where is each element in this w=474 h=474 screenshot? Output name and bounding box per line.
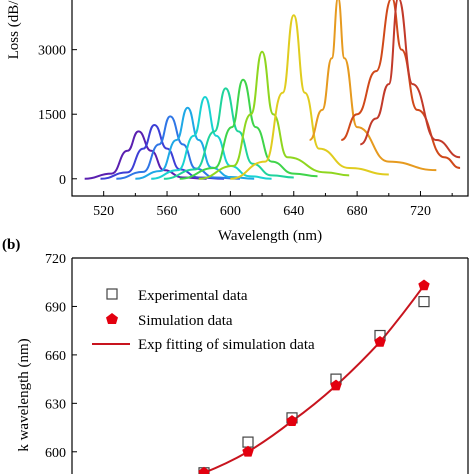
loss-curve-4	[135, 106, 255, 180]
panel-a-x-tick-label: 600	[220, 204, 241, 219]
panel-b: (b) 600 630 660 690 720 k wavelength (nm) Ex…	[2, 237, 469, 474]
exp-fit-line	[203, 284, 425, 474]
loss-curve-11	[340, 0, 461, 170]
panel-a-x-tick-label: 640	[283, 204, 304, 219]
simulation-point	[286, 415, 298, 426]
panel-a-plot-frame	[71, 0, 469, 197]
experimental-point	[418, 296, 430, 308]
simulation-point	[242, 445, 254, 457]
panel-a-x-tick-label: 560	[157, 204, 178, 219]
simulation-point	[418, 279, 430, 291]
loss-curve-1	[84, 130, 207, 180]
panel-a-curves	[84, 0, 461, 180]
loss-curve-8	[198, 50, 350, 180]
panel-b-y-tick-label: 630	[45, 397, 66, 412]
legend-experimental-label: Experimental data	[138, 288, 248, 304]
panel-b-y-tick-label: 600	[45, 446, 66, 461]
loss-curve-9	[230, 14, 389, 180]
loss-curve-5	[151, 95, 272, 180]
panel-b-label: (b)	[2, 237, 20, 253]
simulation-point	[198, 466, 210, 474]
panel-b-y-tick-label: 690	[45, 300, 66, 315]
panel-a-ticks: 520 560 600 640 680 720 0 1500 3000	[38, 44, 453, 219]
panel-a-y-tick-label: 3000	[38, 44, 66, 59]
legend-fit-label: Exp fitting of simulation data	[138, 337, 315, 353]
simulation-point	[330, 379, 342, 391]
panel-b-y-tick-label: 720	[45, 252, 66, 267]
loss-curve-7	[179, 78, 318, 180]
loss-curve-3	[116, 115, 240, 180]
panel-b-ticks: 600 630 660 690 720	[45, 252, 77, 461]
panel-b-y-tick-label: 660	[45, 349, 66, 364]
panel-b-legend: Experimental data Simulation data Exp fi…	[92, 288, 315, 353]
panel-b-y-axis-label: k wavelength (nm)	[16, 338, 32, 451]
panel-a-x-axis-label: Wavelength (nm)	[218, 228, 322, 244]
panel-a-y-axis-label: Loss (dB/	[6, 0, 22, 59]
legend-simulation-marker	[106, 313, 118, 324]
legend-simulation-label: Simulation data	[138, 313, 233, 329]
loss-curve-2	[100, 123, 225, 180]
loss-curve-12	[359, 0, 461, 159]
panel-a-x-tick-label: 520	[93, 204, 114, 219]
panel-a-x-tick-label: 720	[410, 204, 431, 219]
panel-a-y-tick-label: 1500	[38, 108, 66, 123]
loss-curve-10	[309, 0, 437, 172]
experimental-point	[242, 436, 254, 448]
panel-a-x-tick-label: 680	[347, 204, 368, 219]
simulation-point	[374, 336, 386, 347]
panel-b-plot	[198, 279, 430, 474]
loss-curve-6	[163, 87, 294, 180]
legend-experimental-marker	[106, 288, 118, 300]
panel-a: 520 560 600 640 680 720 0 1500 3000 Wavelength (…	[6, 0, 469, 244]
panel-a-y-tick-label: 0	[59, 173, 66, 188]
